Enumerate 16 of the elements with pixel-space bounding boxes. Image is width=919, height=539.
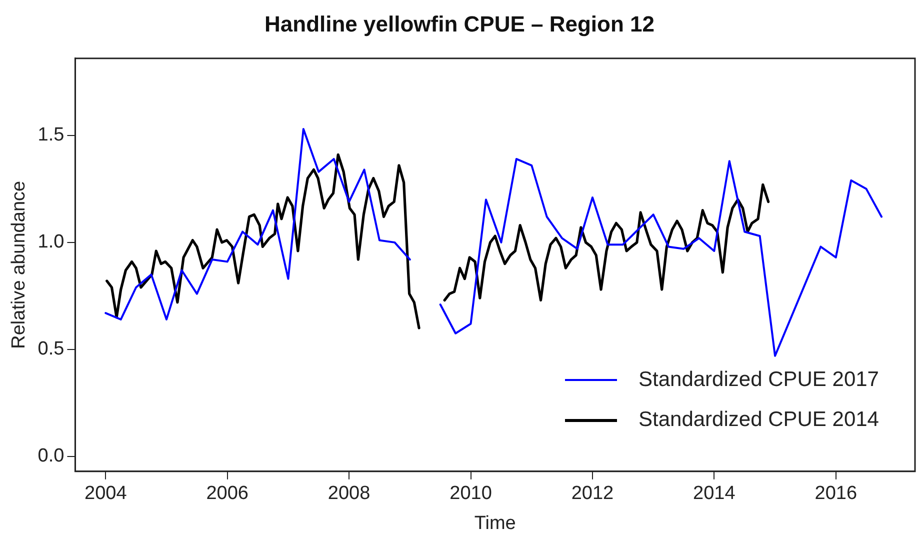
- y-tick-label: 1.5: [38, 124, 64, 146]
- x-tick-label: 2012: [571, 483, 614, 504]
- y-tick-label: 1.0: [38, 232, 64, 253]
- x-tick-label: 2010: [450, 483, 492, 504]
- legend-label: Standardized CPUE 2017: [638, 368, 879, 392]
- y-tick-label: 0.0: [38, 446, 64, 467]
- chart-title: Handline yellowfin CPUE – Region 12: [264, 11, 654, 36]
- x-axis-title: Time: [474, 512, 516, 534]
- x-tick-label: 2006: [206, 483, 248, 504]
- legend-label: Standardized CPUE 2014: [638, 408, 879, 432]
- y-tick-label: 0.5: [38, 338, 64, 360]
- x-tick-label: 2014: [693, 483, 736, 504]
- x-tick-label: 2008: [328, 483, 370, 504]
- x-tick-label: 2016: [814, 483, 858, 504]
- y-axis-title: Relative abundance: [8, 180, 30, 349]
- x-tick-label: 2004: [84, 483, 128, 504]
